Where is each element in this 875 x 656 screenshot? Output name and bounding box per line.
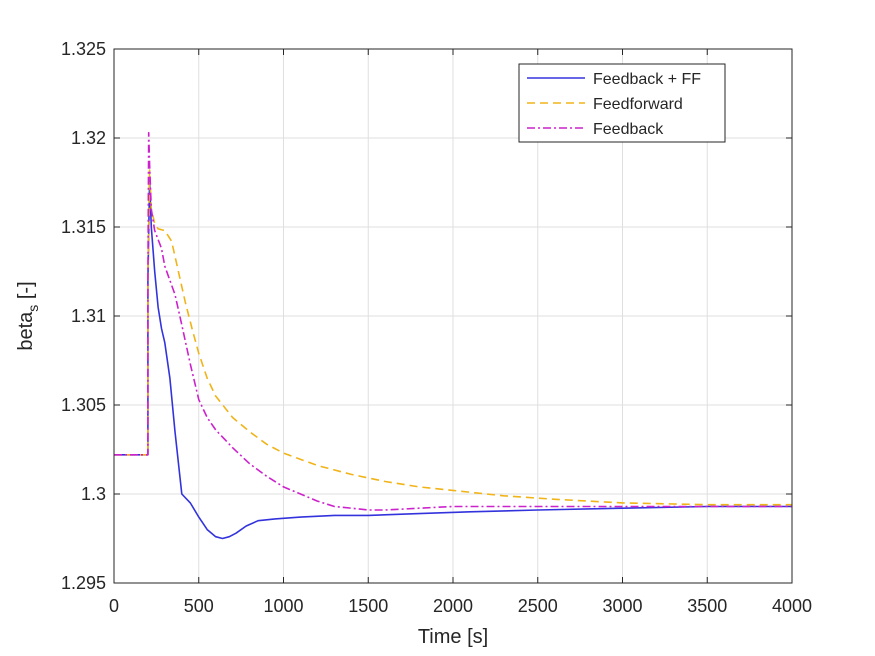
x-tick-labels: 0 500 1000 1500 2000 2500 3000 3500 4000 [109, 596, 812, 616]
x-tick-label: 2000 [433, 596, 473, 616]
legend-items: Feedback + FF Feedforward Feedback [527, 71, 701, 138]
y-tick-label: 1.32 [71, 128, 106, 148]
y-axis-label-main: beta [15, 311, 37, 351]
y-axis-label-unit: [-] [15, 281, 37, 304]
y-tick-label: 1.295 [61, 573, 106, 593]
x-axis-label: Time [s] [418, 626, 488, 648]
tick-layer [113, 48, 793, 584]
y-axis-label-subscript: s [25, 305, 41, 312]
y-tick-label: 1.305 [61, 395, 106, 415]
x-tick-label: 4000 [772, 596, 812, 616]
legend-label-1: Feedback + FF [593, 71, 701, 88]
y-tick-label: 1.31 [71, 306, 106, 326]
x-tick-label: 2500 [518, 596, 558, 616]
x-tick-label: 3000 [602, 596, 642, 616]
x-tick-label: 1500 [348, 596, 388, 616]
y-axis-label: betas [-] [15, 281, 41, 350]
legend-label-2: Feedforward [593, 96, 683, 113]
x-tick-label: 0 [109, 596, 119, 616]
y-tick-labels: 1.295 1.3 1.305 1.31 1.315 1.32 1.325 [61, 39, 106, 593]
x-tick-label: 3500 [687, 596, 727, 616]
y-tick-label: 1.3 [81, 484, 106, 504]
legend-label-3: Feedback [593, 121, 664, 138]
series-line-1 [114, 179, 792, 540]
series-line-3 [114, 131, 792, 511]
series-line-2 [114, 169, 792, 506]
y-tick-label: 1.325 [61, 39, 106, 59]
series-layer [114, 131, 792, 540]
y-tick-label: 1.315 [61, 217, 106, 237]
x-tick-label: 500 [184, 596, 214, 616]
legend: Feedback + FF Feedforward Feedback [518, 63, 726, 143]
x-tick-label: 1000 [263, 596, 303, 616]
